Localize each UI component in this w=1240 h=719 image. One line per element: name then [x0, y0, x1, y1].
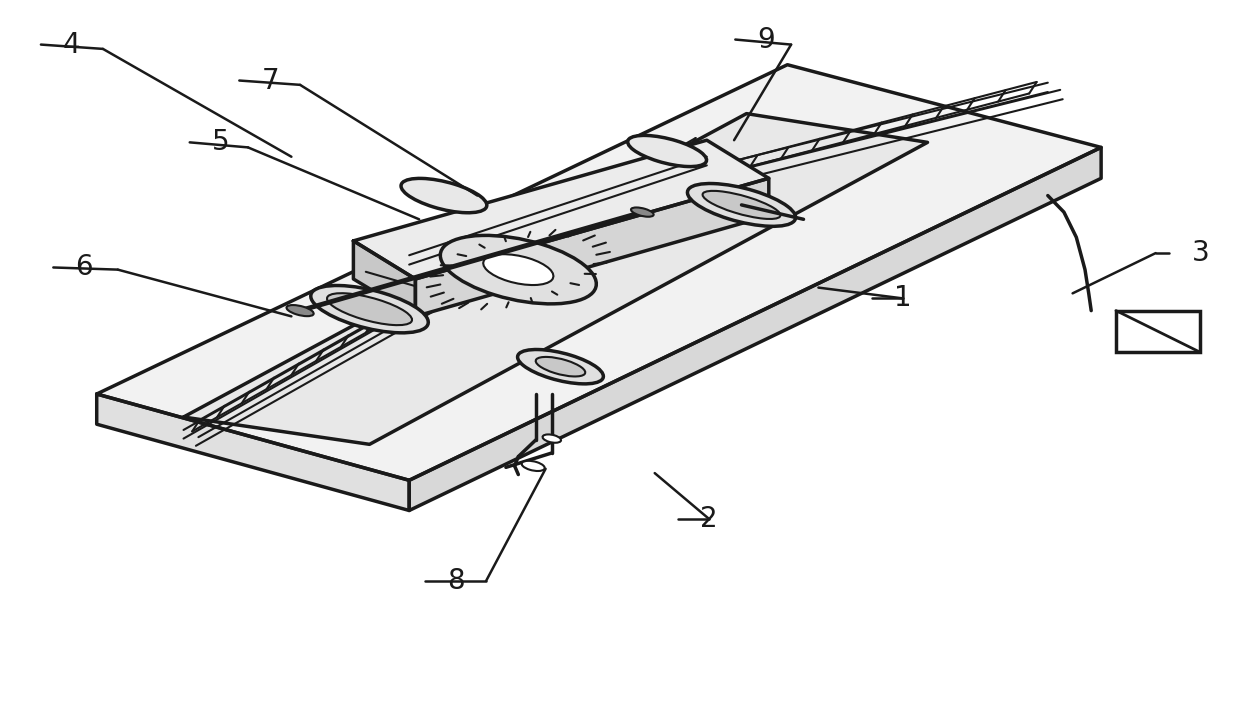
Text: 9: 9: [758, 26, 775, 53]
Ellipse shape: [311, 285, 428, 333]
Text: 7: 7: [262, 67, 279, 94]
Polygon shape: [409, 147, 1101, 510]
Ellipse shape: [517, 349, 604, 384]
Ellipse shape: [401, 178, 487, 213]
Text: 4: 4: [63, 31, 81, 58]
Ellipse shape: [484, 255, 553, 285]
Polygon shape: [353, 241, 415, 316]
Ellipse shape: [522, 461, 544, 471]
Text: 5: 5: [212, 129, 229, 156]
Ellipse shape: [703, 191, 780, 219]
Bar: [1116, 311, 1200, 352]
Ellipse shape: [536, 357, 585, 377]
Text: 6: 6: [76, 254, 93, 281]
Polygon shape: [184, 114, 928, 444]
Polygon shape: [353, 140, 769, 279]
Polygon shape: [415, 178, 769, 316]
Text: 1: 1: [894, 285, 911, 312]
Ellipse shape: [627, 135, 707, 167]
Ellipse shape: [440, 235, 596, 304]
Ellipse shape: [631, 208, 653, 216]
Polygon shape: [97, 394, 409, 510]
Ellipse shape: [543, 434, 560, 443]
Text: 2: 2: [701, 505, 718, 533]
Polygon shape: [97, 65, 1101, 480]
Text: 8: 8: [448, 567, 465, 595]
Text: 3: 3: [1192, 239, 1209, 267]
Ellipse shape: [286, 305, 314, 316]
Ellipse shape: [327, 293, 412, 325]
Ellipse shape: [687, 183, 796, 226]
